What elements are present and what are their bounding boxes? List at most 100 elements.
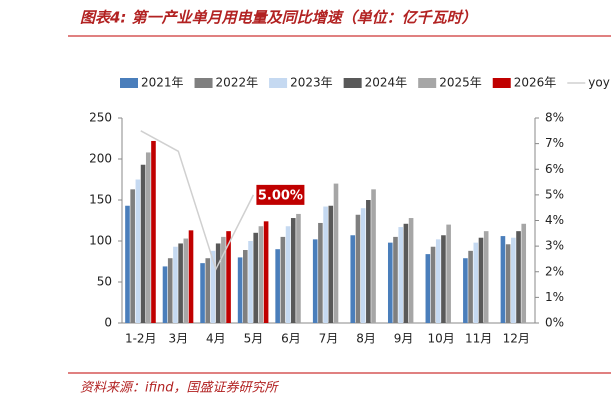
- source: 资料来源：ifind，国盛证券研究所: [80, 380, 280, 396]
- legend-label: 2024年: [365, 76, 408, 90]
- bar: [237, 257, 243, 323]
- bar: [215, 243, 221, 323]
- bar: [366, 200, 371, 323]
- bar: [446, 224, 451, 323]
- bar: [430, 246, 436, 323]
- bar: [248, 241, 253, 323]
- legend-label: 2025年: [439, 76, 482, 90]
- x-tick-label: 9月: [394, 332, 414, 346]
- x-tick-label: 4月: [206, 332, 226, 346]
- legend-swatch: [269, 78, 288, 88]
- legend-swatch: [194, 78, 213, 88]
- x-tick-label: 8月: [356, 332, 376, 346]
- bar: [435, 239, 441, 323]
- bar: [263, 221, 269, 323]
- bar: [323, 206, 328, 323]
- bar: [221, 236, 226, 323]
- legend-swatch: [492, 78, 511, 88]
- legend-label: yoy: [588, 76, 610, 90]
- bar: [130, 189, 135, 323]
- bar: [521, 223, 527, 323]
- bar: [205, 258, 211, 323]
- y2-tick-label: 7%: [545, 136, 564, 150]
- bar: [516, 231, 521, 323]
- bar: [350, 235, 356, 323]
- y2-tick-label: 0%: [545, 316, 564, 330]
- bar: [371, 189, 376, 323]
- legend-swatch: [343, 78, 362, 88]
- bar: [188, 230, 194, 323]
- bar: [398, 227, 403, 323]
- x-tick-label: 5月: [244, 332, 264, 346]
- bar: [478, 237, 484, 323]
- bar: [151, 140, 156, 323]
- bar: [167, 258, 173, 323]
- bar: [511, 237, 516, 323]
- bar: [360, 208, 366, 323]
- bar: [210, 250, 216, 323]
- bar: [500, 236, 506, 323]
- legend-label: 2021年: [141, 76, 184, 90]
- y-tick-label: 50: [97, 275, 112, 289]
- bar: [135, 179, 141, 323]
- bar: [296, 213, 301, 323]
- bar: [280, 236, 286, 323]
- y-tick-label: 150: [89, 193, 112, 207]
- y2-tick-label: 8%: [545, 111, 564, 125]
- legend-label: 2022年: [216, 76, 259, 90]
- x-tick-label: 7月: [319, 332, 339, 346]
- bar: [173, 246, 178, 323]
- x-tick-label: 6月: [281, 332, 301, 346]
- y2-tick-label: 1%: [545, 290, 564, 304]
- bar: [243, 250, 248, 323]
- y-tick-label: 250: [89, 111, 112, 125]
- legend-swatch: [120, 78, 138, 88]
- legend-label: 2026年: [514, 76, 557, 90]
- bar: [333, 183, 339, 323]
- bar: [393, 236, 398, 323]
- bar: [441, 235, 446, 323]
- x-tick-label: 11月: [465, 332, 492, 346]
- bar: [387, 242, 393, 323]
- x-tick-label: 12月: [503, 332, 530, 346]
- x-tick-label: 3月: [168, 332, 188, 346]
- bar: [200, 263, 205, 323]
- bar: [183, 238, 189, 323]
- y-tick-label: 0: [104, 316, 112, 330]
- y2-tick-label: 5%: [545, 187, 564, 201]
- bar: [328, 205, 334, 323]
- bar: [408, 218, 414, 323]
- bar: [178, 243, 183, 323]
- bar: [318, 222, 323, 323]
- value-label-box: [256, 184, 305, 205]
- bar: [275, 249, 280, 323]
- bar: [505, 244, 511, 323]
- bar: [285, 226, 291, 323]
- bar: [355, 214, 361, 323]
- legend-swatch: [418, 78, 437, 88]
- bar: [312, 239, 318, 323]
- x-tick-label: 1-2月: [125, 332, 157, 346]
- y2-tick-label: 6%: [545, 162, 564, 176]
- bar: [473, 242, 479, 323]
- line: [140, 130, 255, 272]
- bar: [468, 250, 473, 323]
- y2-tick-label: 4%: [545, 213, 564, 227]
- y-tick-label: 200: [89, 152, 112, 166]
- bar: [162, 266, 168, 323]
- y2-tick-label: 2%: [545, 264, 564, 278]
- bar: [145, 152, 151, 323]
- bar: [463, 258, 468, 323]
- bar: [140, 164, 146, 323]
- legend-label: 2023年: [290, 76, 333, 90]
- value-label: 5.00%: [258, 188, 303, 203]
- chart-title: 图表4: 第一产业单月用电量及同比增速（单位：亿千瓦时）: [80, 9, 477, 27]
- y-tick-label: 100: [89, 234, 112, 248]
- bar: [483, 231, 489, 323]
- bar: [226, 231, 231, 323]
- x-tick-label: 10月: [427, 332, 454, 346]
- bar: [253, 232, 259, 323]
- bar: [258, 226, 264, 323]
- bar: [125, 205, 130, 323]
